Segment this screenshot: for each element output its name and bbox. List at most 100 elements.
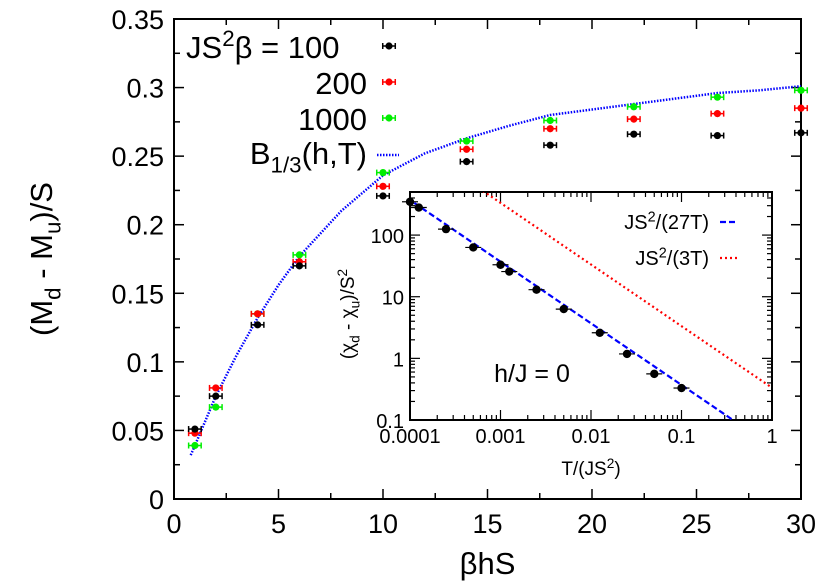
y-axis-label: (Md - Mu)/S [24, 182, 66, 336]
inset-data-point [673, 383, 690, 393]
inset-x-tick-label: 1 [766, 426, 777, 448]
data-point-marker [546, 116, 554, 125]
data-point-series-1000 [543, 116, 558, 125]
x-axis-label: βhS [460, 546, 516, 581]
data-point-series-100 [626, 130, 641, 138]
inset-data-point [465, 243, 482, 252]
data-point-series-200 [626, 115, 641, 123]
data-point-marker [630, 130, 638, 138]
legend-header-part: β = [235, 30, 288, 65]
y-tick-label: 0 [149, 485, 164, 515]
data-point-marker [212, 403, 220, 411]
data-point-marker [405, 197, 415, 206]
data-point-marker [385, 42, 393, 50]
data-point-series-100 [710, 131, 725, 140]
legend-label: 200 [315, 66, 367, 101]
inset-legend-label-part: /(3T) [667, 248, 709, 270]
inset-x-axis-label-part: T/(JS [561, 459, 606, 480]
data-point-marker [622, 349, 632, 359]
data-point-marker [414, 203, 423, 212]
legend-header-part: JS [186, 30, 222, 65]
y-axis-label-part: d [41, 287, 66, 299]
inset-data-point [492, 260, 509, 269]
inset-y-axis-label-part: (χ [338, 343, 359, 359]
data-point-marker [546, 125, 554, 133]
inset-x-tick-label: 0.1 [668, 426, 696, 448]
x-axis-label-part: βhS [460, 546, 516, 581]
x-tick-label: 10 [368, 509, 398, 539]
data-point-series-100 [250, 321, 265, 329]
x-tick-label: 0 [166, 509, 181, 539]
data-point-series-100 [375, 192, 391, 200]
data-point-marker [713, 93, 722, 101]
y-axis-label-part: - M [24, 234, 59, 287]
inset-legend-label-part: 2 [648, 209, 656, 225]
inset-y-axis-label-part: d [347, 335, 362, 343]
legend-label: 100 [288, 30, 340, 65]
data-point-series-200 [250, 310, 265, 318]
inset-y-tick-label: 100 [371, 226, 404, 248]
inset-legend-label: JS2/(27T) [624, 209, 709, 234]
data-point-marker [559, 304, 568, 314]
data-point-series-100 [187, 425, 202, 433]
data-point-marker [254, 321, 262, 329]
inset-x-tick-label: 0.0001 [379, 426, 440, 448]
inset-x-tick-label: 0.01 [572, 426, 611, 448]
inset-plot-frame [409, 191, 773, 421]
data-point-marker [546, 141, 554, 149]
data-point-marker [463, 158, 471, 166]
legend-header-part: 2 [222, 26, 234, 51]
inset-annotation: h/J = 0 [494, 360, 570, 388]
legend-marker-100 [381, 42, 397, 50]
data-point-series-200 [710, 110, 725, 118]
inset-x-tick-label: 0.001 [475, 426, 525, 448]
data-point-marker [797, 104, 805, 112]
inset-y-tick-label: 1 [393, 349, 404, 371]
data-point-marker [191, 425, 199, 433]
data-point-marker [630, 103, 638, 111]
y-tick-label: 0.15 [111, 279, 164, 309]
inset-line-0 [410, 198, 735, 420]
inset-data-point [501, 267, 518, 276]
inset-y-tick-label: 10 [382, 288, 404, 310]
legend-label-curve-part: (h,T) [302, 136, 367, 171]
data-point-marker [212, 392, 220, 400]
data-point-marker [254, 310, 262, 318]
data-point-series-100 [459, 158, 474, 166]
data-point-marker [532, 285, 541, 294]
legend-header: JS2β = 100 [186, 26, 340, 65]
inset-legend-label-part: JS [635, 248, 658, 270]
data-point-series-1000 [375, 169, 391, 177]
data-point-marker [469, 243, 478, 252]
inset-data-point [646, 369, 663, 379]
inset-y-axis-label-part: 2 [335, 269, 350, 277]
x-tick-label: 30 [786, 509, 816, 539]
data-point-series-1000 [459, 137, 474, 145]
x-tick-label: 25 [681, 509, 711, 539]
y-axis-label-part: (M [24, 300, 59, 336]
data-point-series-1000 [626, 103, 641, 111]
data-point-marker [385, 114, 393, 122]
data-point-marker [441, 224, 451, 234]
data-point-marker [212, 384, 220, 392]
data-point-series-1000 [710, 93, 725, 101]
inset-legend-label: JS2/(3T) [635, 245, 709, 270]
data-point-marker [505, 267, 514, 276]
y-tick-label: 0.35 [111, 5, 164, 35]
data-point-marker [295, 262, 303, 270]
data-point-series-100 [292, 262, 307, 270]
inset-x-axis-label-part: 2 [607, 456, 615, 471]
data-point-marker [379, 182, 387, 190]
data-point-series-1000 [292, 251, 307, 259]
inset-data-point [528, 285, 545, 294]
inset-y-axis-label-part: - χ [338, 308, 359, 335]
data-point-marker [797, 129, 805, 137]
data-point-series-100 [543, 141, 558, 149]
x-tick-label: 20 [577, 509, 607, 539]
inset-y-axis-label: (χd - χu)/S2 [335, 269, 363, 359]
data-point-marker [797, 86, 805, 94]
inset-x-axis-label: T/(JS2) [561, 456, 620, 480]
data-point-marker [713, 110, 722, 118]
legend-label-curve-part: 1/3 [271, 153, 302, 178]
